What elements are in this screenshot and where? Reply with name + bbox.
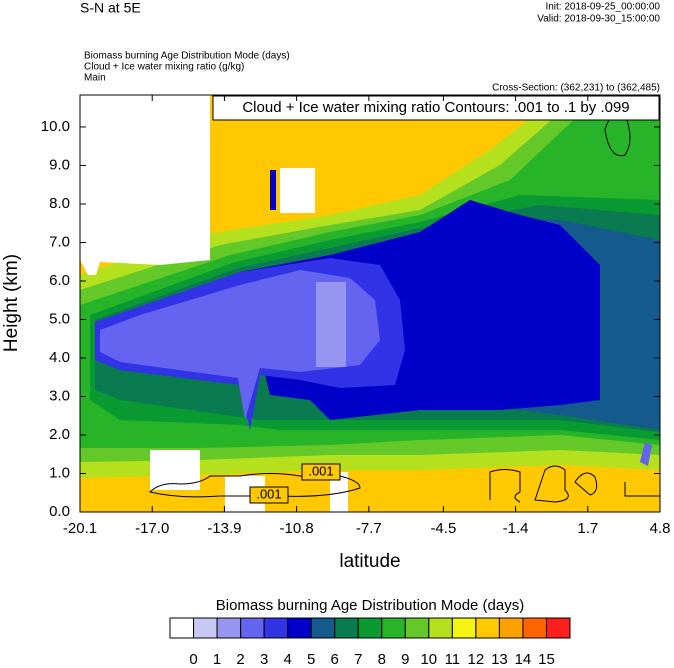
x-tick-label: -17.0: [135, 520, 169, 537]
colorbar-label: 13: [491, 651, 508, 668]
contour-label: .001: [308, 463, 333, 478]
contour-label-box: [301, 463, 341, 481]
colorbar-label: 11: [445, 651, 461, 668]
x-tick-label: -4.5: [430, 520, 456, 537]
y-tick-label: 3.0: [49, 387, 70, 404]
colorbar-box: [428, 617, 453, 639]
y-tick-label: 0.0: [49, 503, 70, 520]
contour-fill: [80, 95, 660, 512]
colorbar-box: [334, 617, 359, 639]
contour-region: [316, 282, 346, 367]
y-tick-label: 10.0: [41, 118, 70, 135]
contour-label-box: [249, 486, 289, 504]
colorbar-box: [522, 617, 547, 639]
x-tick-label: 4.8: [650, 520, 671, 537]
colorbar-title: Biomass burning Age Distribution Mode (d…: [216, 597, 524, 614]
field-name: Biomass burning Age Distribution Mode (d…: [84, 51, 290, 62]
colorbar-box: [310, 617, 336, 639]
y-tick-label: 8.0: [49, 195, 70, 212]
colorbar-label: 3: [260, 651, 268, 668]
contour-region: [100, 270, 380, 420]
valid-time: Valid: 2018-09-30_15:00:00: [537, 14, 660, 25]
colorbar-box: [381, 617, 406, 639]
colorbar-label: 7: [354, 651, 362, 668]
colorbar-box: [263, 617, 289, 639]
colorbar-label: 10: [420, 651, 437, 668]
x-tick-label: -1.4: [503, 520, 529, 537]
x-tick-label: -20.1: [63, 520, 97, 537]
x-tick-label: -10.8: [280, 520, 314, 537]
colorbar-box: [287, 617, 312, 639]
contour-region: [330, 472, 348, 512]
field-name: Main: [84, 73, 106, 84]
colorbar-label: 15: [538, 651, 555, 668]
y-tick-label: 5.0: [49, 310, 70, 327]
annotation: Cloud + Ice water mixing ratio Contours:…: [242, 99, 629, 116]
x-tick-label: 1.7: [577, 520, 598, 537]
contour-region: [178, 152, 188, 182]
y-tick-label: 6.0: [49, 272, 70, 289]
colorbar-label: 2: [236, 651, 244, 668]
chart-title: S-N at 5E: [80, 0, 141, 16]
y-axis-label: Height (km): [1, 254, 22, 352]
colorbar-box: [216, 617, 242, 639]
contour-region: [270, 170, 276, 210]
colorbar-box: [545, 617, 571, 639]
colorbar-box: [404, 617, 430, 639]
colorbar-label: 6: [331, 651, 339, 668]
colorbar-label: 9: [401, 651, 409, 668]
colorbar-box: [498, 617, 524, 639]
contour-region: [640, 442, 652, 466]
colorbar-box: [475, 617, 500, 639]
colorbar-label: 14: [515, 651, 532, 668]
colorbar-box: [451, 617, 477, 639]
cross-section: Cross-Section: (362,231) to (362,485): [492, 83, 660, 94]
colorbar-box: [240, 617, 265, 639]
init-time: Init: 2018-09-25_00:00:00: [545, 2, 660, 13]
colorbar-label: 8: [378, 651, 386, 668]
y-tick-label: 2.0: [49, 426, 70, 443]
y-tick-label: 1.0: [49, 464, 70, 481]
colorbar-label: 12: [468, 651, 485, 668]
x-tick-label: -13.9: [207, 520, 241, 537]
colorbar-label: 4: [283, 651, 291, 668]
colorbar-box: [357, 617, 383, 639]
x-tick-label: -7.7: [356, 520, 382, 537]
y-tick-label: 4.0: [49, 349, 70, 366]
colorbar-label: 5: [307, 651, 315, 668]
plot-frame: [79, 94, 661, 513]
colorbar-box: [193, 617, 218, 639]
x-axis-label: latitude: [339, 551, 400, 572]
colorbar-box: [169, 617, 195, 639]
annotation-box: [212, 95, 660, 121]
contour-label: .001: [256, 486, 281, 501]
y-tick-label: 7.0: [49, 233, 70, 250]
field-name: Cloud + Ice water mixing ratio (g/kg): [84, 62, 244, 73]
colorbar-label: 0: [189, 651, 197, 668]
contour-region: [280, 168, 315, 213]
colorbar-label: 1: [213, 651, 221, 668]
y-tick-label: 9.0: [49, 156, 70, 173]
contour-region: [80, 95, 210, 275]
